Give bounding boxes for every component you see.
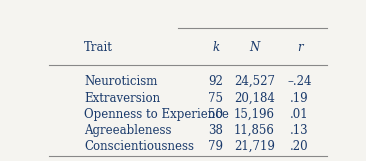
Text: Agreeableness: Agreeableness: [84, 124, 172, 137]
Text: 21,719: 21,719: [234, 140, 274, 153]
Text: Extraversion: Extraversion: [84, 92, 160, 104]
Text: .20: .20: [290, 140, 309, 153]
Text: Trait: Trait: [84, 41, 113, 54]
Text: Neuroticism: Neuroticism: [84, 75, 157, 88]
Text: 79: 79: [209, 140, 223, 153]
Text: r: r: [297, 41, 302, 54]
Text: N: N: [249, 41, 259, 54]
Text: 15,196: 15,196: [234, 108, 275, 121]
Text: 75: 75: [209, 92, 223, 104]
Text: .13: .13: [290, 124, 309, 137]
Text: 38: 38: [209, 124, 223, 137]
Text: .19: .19: [290, 92, 309, 104]
Text: 11,856: 11,856: [234, 124, 274, 137]
Text: 92: 92: [209, 75, 223, 88]
Text: Conscientiousness: Conscientiousness: [84, 140, 194, 153]
Text: Openness to Experience: Openness to Experience: [84, 108, 229, 121]
Text: .01: .01: [290, 108, 309, 121]
Text: –.24: –.24: [287, 75, 312, 88]
Text: 50: 50: [209, 108, 223, 121]
Text: k: k: [212, 41, 220, 54]
Text: 20,184: 20,184: [234, 92, 274, 104]
Text: 24,527: 24,527: [234, 75, 275, 88]
